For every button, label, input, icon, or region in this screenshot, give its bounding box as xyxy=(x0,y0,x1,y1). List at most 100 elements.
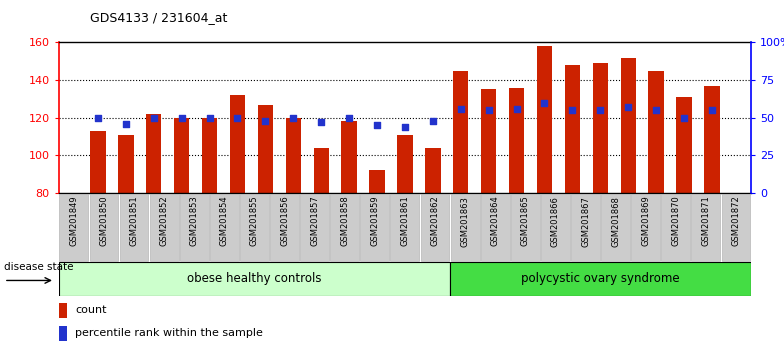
Text: GSM201861: GSM201861 xyxy=(401,196,409,246)
Bar xyxy=(314,148,328,193)
FancyBboxPatch shape xyxy=(300,194,329,261)
Text: GSM201856: GSM201856 xyxy=(280,196,289,246)
Text: GDS4133 / 231604_at: GDS4133 / 231604_at xyxy=(90,11,227,24)
Point xyxy=(287,115,299,120)
Text: GSM201853: GSM201853 xyxy=(190,196,199,246)
Point xyxy=(176,115,188,120)
FancyBboxPatch shape xyxy=(601,194,630,261)
FancyBboxPatch shape xyxy=(662,194,690,261)
Text: GSM201852: GSM201852 xyxy=(160,196,169,246)
FancyBboxPatch shape xyxy=(89,194,118,261)
Point xyxy=(398,124,411,130)
Point xyxy=(594,107,607,113)
FancyBboxPatch shape xyxy=(481,194,510,261)
Text: GSM201859: GSM201859 xyxy=(370,196,379,246)
FancyBboxPatch shape xyxy=(120,194,148,261)
Text: GSM201851: GSM201851 xyxy=(129,196,139,246)
Bar xyxy=(59,326,67,341)
FancyBboxPatch shape xyxy=(150,194,179,261)
Bar xyxy=(90,131,106,193)
Text: GSM201870: GSM201870 xyxy=(671,196,681,246)
Bar xyxy=(509,88,524,193)
Bar xyxy=(118,135,133,193)
Text: disease state: disease state xyxy=(4,262,74,272)
Point xyxy=(538,100,550,105)
FancyBboxPatch shape xyxy=(721,194,750,261)
Text: GSM201857: GSM201857 xyxy=(310,196,319,246)
Point xyxy=(510,106,523,112)
Bar xyxy=(425,148,441,193)
Text: GSM201866: GSM201866 xyxy=(551,196,560,247)
FancyBboxPatch shape xyxy=(691,194,720,261)
Point xyxy=(677,115,690,120)
Bar xyxy=(593,63,608,193)
Point xyxy=(203,115,216,120)
Text: obese healthy controls: obese healthy controls xyxy=(187,272,321,285)
FancyBboxPatch shape xyxy=(450,262,751,296)
Bar xyxy=(704,86,720,193)
Bar xyxy=(397,135,412,193)
Point xyxy=(92,115,104,120)
FancyBboxPatch shape xyxy=(511,194,539,261)
FancyBboxPatch shape xyxy=(59,262,450,296)
Bar xyxy=(677,97,691,193)
Point xyxy=(231,115,244,120)
Bar xyxy=(564,65,580,193)
Text: GSM201868: GSM201868 xyxy=(611,196,620,247)
Text: GSM201849: GSM201849 xyxy=(69,196,78,246)
Bar xyxy=(481,90,496,193)
Point xyxy=(371,122,383,128)
FancyBboxPatch shape xyxy=(420,194,449,261)
FancyBboxPatch shape xyxy=(210,194,239,261)
FancyBboxPatch shape xyxy=(631,194,660,261)
Point xyxy=(566,107,579,113)
Bar xyxy=(230,95,245,193)
Text: GSM201858: GSM201858 xyxy=(340,196,349,246)
FancyBboxPatch shape xyxy=(240,194,269,261)
Point xyxy=(706,107,718,113)
Bar xyxy=(648,71,664,193)
Point xyxy=(120,121,132,126)
Bar xyxy=(146,114,162,193)
Text: GSM201871: GSM201871 xyxy=(702,196,710,246)
Bar xyxy=(369,170,385,193)
Text: GSM201855: GSM201855 xyxy=(250,196,259,246)
Text: GSM201872: GSM201872 xyxy=(731,196,741,246)
Text: GSM201869: GSM201869 xyxy=(641,196,650,246)
Point xyxy=(650,107,662,113)
Point xyxy=(455,106,467,112)
Text: GSM201865: GSM201865 xyxy=(521,196,530,246)
Bar xyxy=(453,71,468,193)
Text: count: count xyxy=(75,305,107,315)
FancyBboxPatch shape xyxy=(60,194,89,261)
Bar xyxy=(59,303,67,318)
Point xyxy=(260,118,272,124)
Point xyxy=(315,119,328,125)
Text: GSM201867: GSM201867 xyxy=(581,196,590,247)
Point xyxy=(343,115,355,120)
FancyBboxPatch shape xyxy=(361,194,390,261)
Bar xyxy=(202,118,217,193)
Text: GSM201862: GSM201862 xyxy=(430,196,440,246)
FancyBboxPatch shape xyxy=(390,194,419,261)
FancyBboxPatch shape xyxy=(451,194,480,261)
Text: GSM201850: GSM201850 xyxy=(100,196,108,246)
Bar xyxy=(342,121,357,193)
Bar xyxy=(174,118,190,193)
Bar xyxy=(258,104,273,193)
Text: polycystic ovary syndrome: polycystic ovary syndrome xyxy=(521,272,680,285)
FancyBboxPatch shape xyxy=(571,194,600,261)
Point xyxy=(147,115,160,120)
FancyBboxPatch shape xyxy=(541,194,570,261)
Text: GSM201863: GSM201863 xyxy=(461,196,470,247)
Text: percentile rank within the sample: percentile rank within the sample xyxy=(75,328,263,338)
Text: GSM201864: GSM201864 xyxy=(491,196,499,246)
FancyBboxPatch shape xyxy=(270,194,299,261)
Text: GSM201854: GSM201854 xyxy=(220,196,229,246)
FancyBboxPatch shape xyxy=(330,194,359,261)
Point xyxy=(482,107,495,113)
Bar xyxy=(620,57,636,193)
FancyBboxPatch shape xyxy=(180,194,209,261)
Bar xyxy=(537,46,552,193)
Bar xyxy=(285,118,301,193)
